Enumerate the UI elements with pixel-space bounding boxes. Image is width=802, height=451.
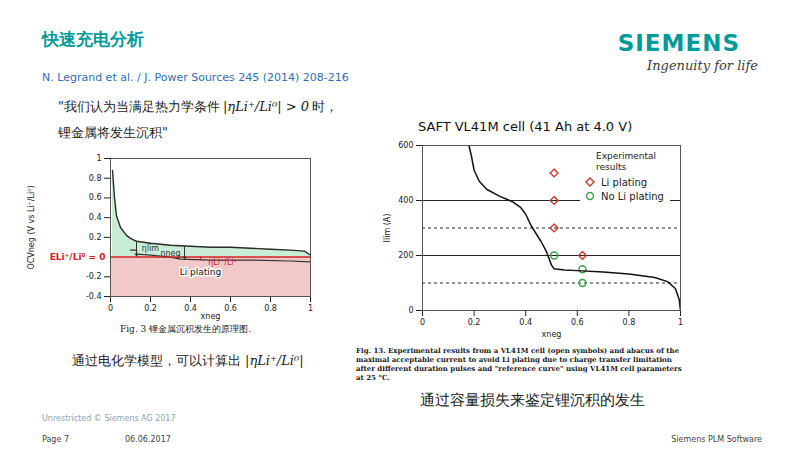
svg-text:1: 1 xyxy=(96,154,101,163)
svg-text:xneg: xneg xyxy=(201,312,221,321)
svg-text:0: 0 xyxy=(420,318,425,327)
svg-text:0.6: 0.6 xyxy=(224,304,237,313)
html-text:Fig. 3 锂金属沉积发生的原理图.: Fig. 3 锂金属沉积发生的原理图. xyxy=(120,324,252,334)
svg-text:0.8: 0.8 xyxy=(89,174,102,183)
svg-text:OCVneg (V vs Li⁺/Li⁰): OCVneg (V vs Li⁺/Li⁰) xyxy=(27,185,36,269)
html-text:SIEMENS: SIEMENS xyxy=(617,30,740,56)
svg-text:0.6: 0.6 xyxy=(89,193,102,202)
svg-text:Ilim (A): Ilim (A) xyxy=(383,214,392,243)
svg-text:0.8: 0.8 xyxy=(264,304,277,313)
html-text:Experimental results: Experimental results xyxy=(596,151,656,172)
svg-text:Li plating: Li plating xyxy=(180,267,222,277)
html-text:06.06.2017: 06.06.2017 xyxy=(125,435,171,444)
html-text:No Li plating: No Li plating xyxy=(601,190,664,202)
svg-text:ηLi⁺/Li⁰: ηLi⁺/Li⁰ xyxy=(208,258,237,267)
svg-text:0.2: 0.2 xyxy=(144,304,157,313)
svg-text:0.2: 0.2 xyxy=(89,233,102,242)
svg-text:-0.2: -0.2 xyxy=(86,272,102,281)
html-text:N. Legrand et al. / J. Power S: N. Legrand et al. / J. Power Sources 245… xyxy=(42,71,349,84)
html-text:Unrestricted © Siemens AG 2017: Unrestricted © Siemens AG 2017 xyxy=(42,414,176,423)
svg-text:1: 1 xyxy=(308,304,313,313)
html-text:Ingenuity for life: Ingenuity for life xyxy=(647,58,758,73)
svg-text:1: 1 xyxy=(678,318,683,327)
svg-text:200: 200 xyxy=(398,251,413,260)
html-text:锂金属将发生沉积": 锂金属将发生沉积" xyxy=(58,125,168,140)
svg-text:ηlim: ηlim xyxy=(142,244,160,253)
svg-text:ELi⁺/Li⁰ = 0: ELi⁺/Li⁰ = 0 xyxy=(50,252,106,262)
svg-text:0.6: 0.6 xyxy=(571,318,584,327)
html-text:快速充电分析: 快速充电分析 xyxy=(42,29,144,49)
html-text:通过容量损失来鉴定锂沉积的发生: 通过容量损失来鉴定锂沉积的发生 xyxy=(420,391,645,409)
svg-text:ηneg: ηneg xyxy=(160,249,180,258)
svg-text:400: 400 xyxy=(398,196,413,205)
svg-text:0: 0 xyxy=(108,304,113,313)
svg-text:0.4: 0.4 xyxy=(89,213,102,222)
svg-text:0: 0 xyxy=(408,306,413,315)
svg-text:-0.4: -0.4 xyxy=(86,292,102,301)
svg-text:xneg: xneg xyxy=(542,330,562,339)
svg-text:0.4: 0.4 xyxy=(184,304,197,313)
svg-text:600: 600 xyxy=(398,141,413,150)
html-text:Fig. 13. Experimental results: Fig. 13. Experimental results from a VL4… xyxy=(356,346,682,382)
html-text:"我们认为当满足热力学条件 |ηLi⁺/Li⁰| > 0 时: "我们认为当满足热力学条件 |ηLi⁺/Li⁰| > 0 时， xyxy=(58,99,338,114)
html-text:Li plating: Li plating xyxy=(601,176,648,188)
svg-text:0.4: 0.4 xyxy=(519,318,532,327)
html-text:Page 7: Page 7 xyxy=(42,435,69,444)
svg-text:0.8: 0.8 xyxy=(623,318,636,327)
html-text:Siemens PLM Software: Siemens PLM Software xyxy=(671,435,762,444)
svg-text:0.2: 0.2 xyxy=(468,318,481,327)
html-text:通过电化学模型，可以计算出 |ηLi⁺/Li⁰|: 通过电化学模型，可以计算出 |ηLi⁺/Li⁰| xyxy=(72,353,304,368)
html-text:SAFT VL41M cell (41 Ah at 4.0: SAFT VL41M cell (41 Ah at 4.0 V) xyxy=(418,119,633,134)
